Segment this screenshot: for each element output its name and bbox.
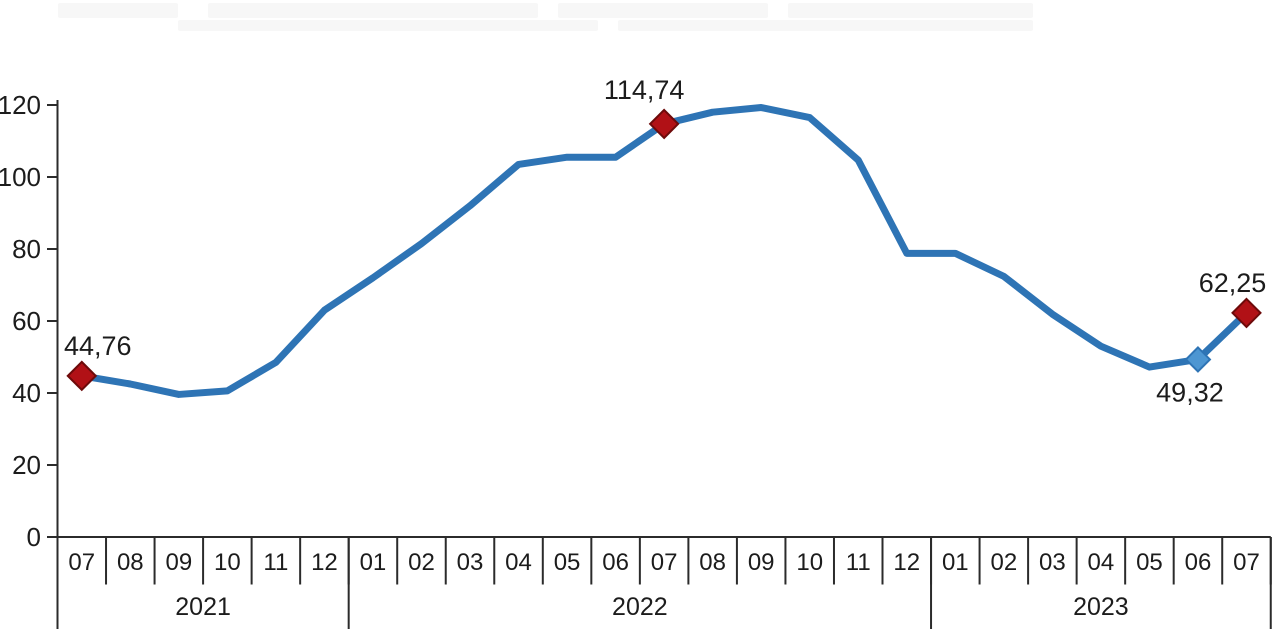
marker-2022-07 xyxy=(648,108,680,140)
month-label: 09 xyxy=(748,549,775,576)
month-label: 07 xyxy=(651,549,678,576)
month-label: 07 xyxy=(1233,549,1260,576)
point-label-2023-06: 49,32 xyxy=(1156,377,1224,407)
faded-title-remnant xyxy=(58,0,1033,32)
marker-2023-06 xyxy=(1184,346,1212,373)
month-label: 07 xyxy=(68,549,95,576)
month-label: 01 xyxy=(360,549,387,576)
point-label-2022-07: 114,74 xyxy=(604,75,685,105)
month-label: 10 xyxy=(796,549,823,576)
month-label: 03 xyxy=(457,549,484,576)
month-label: 12 xyxy=(893,549,920,576)
y-tick-label: 100 xyxy=(0,162,41,192)
month-label: 01 xyxy=(942,549,969,576)
y-tick-label: 80 xyxy=(12,234,41,264)
month-label: 02 xyxy=(408,549,435,576)
y-tick-label: 20 xyxy=(12,450,41,480)
chart-line xyxy=(78,104,1250,398)
point-label-2023-07: 62,25 xyxy=(1199,268,1267,298)
month-label: 08 xyxy=(699,549,726,576)
year-label: 2022 xyxy=(612,593,668,621)
x-axis-month-band: 07 08 09 10 11 12 01 02 03 04 05 06 07 08 09 10 11 12 01 02… xyxy=(56,536,1272,585)
y-tick-label: 40 xyxy=(12,378,41,408)
y-tick-label: 60 xyxy=(12,306,41,336)
month-label: 04 xyxy=(505,549,532,576)
marker-2023-07 xyxy=(1231,297,1262,329)
month-label: 08 xyxy=(117,549,144,576)
month-label: 11 xyxy=(846,549,871,576)
year-label: 2021 xyxy=(175,593,231,621)
x-axis-year-band: 2021 2022 2023 xyxy=(56,537,1272,629)
month-label: 06 xyxy=(602,549,629,576)
month-label: 10 xyxy=(214,549,241,576)
marker-2021-07 xyxy=(66,360,98,392)
year-label: 2023 xyxy=(1073,593,1129,621)
month-label: 12 xyxy=(311,549,338,576)
month-label: 05 xyxy=(1136,549,1163,576)
month-label: 09 xyxy=(165,549,192,576)
data-markers: 44,76 114,74 49,32 62,25 xyxy=(64,75,1266,408)
month-label: 11 xyxy=(263,549,288,576)
month-label: 03 xyxy=(1039,549,1066,576)
month-label: 06 xyxy=(1185,549,1212,576)
y-axis: 0 20 40 60 80 100 120 xyxy=(0,90,59,629)
point-label-2021-07: 44,76 xyxy=(64,331,132,361)
month-label: 05 xyxy=(554,549,581,576)
month-label: 02 xyxy=(990,549,1017,576)
y-tick-label: 120 xyxy=(0,90,41,120)
y-tick-label: 0 xyxy=(27,522,41,552)
month-label: 04 xyxy=(1088,549,1115,576)
